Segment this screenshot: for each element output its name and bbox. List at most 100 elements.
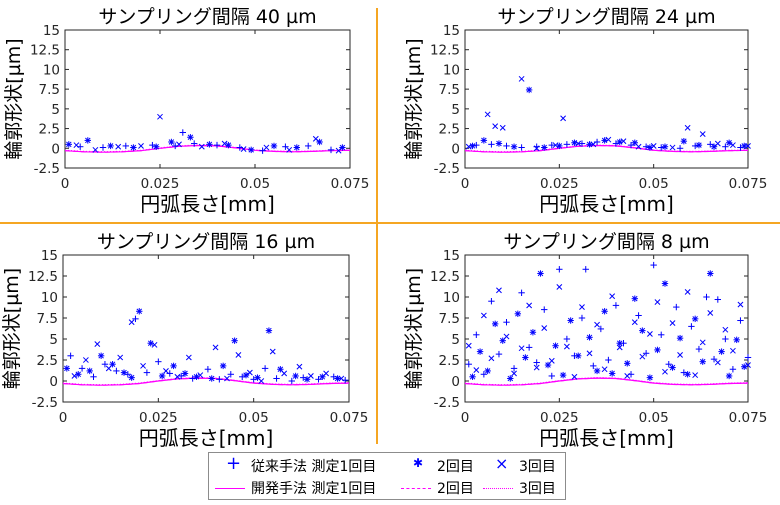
data-point-star bbox=[136, 308, 143, 315]
legend-label: 開発手法 測定1回目 bbox=[251, 481, 377, 497]
legend-item-conventional-1: 従来手法 測定1回目 bbox=[213, 453, 376, 477]
data-point-x bbox=[669, 144, 676, 151]
data-point-x bbox=[323, 370, 330, 377]
data-point-star bbox=[676, 334, 684, 342]
data-point-star bbox=[718, 348, 725, 355]
data-point-x bbox=[677, 352, 683, 358]
data-point-star bbox=[187, 134, 194, 141]
y-tick-label: 12.5 bbox=[30, 43, 60, 59]
chart-title: サンプリング間隔 8 µm bbox=[503, 231, 709, 253]
data-point-star bbox=[608, 370, 616, 377]
legend-item-developed-2: 2回目 bbox=[399, 477, 474, 499]
data-point-star bbox=[525, 86, 533, 94]
y-tick-label: 2.5 bbox=[439, 122, 460, 138]
data-point-plus bbox=[737, 317, 744, 324]
y-tick-label: -2.5 bbox=[434, 395, 460, 411]
data-point-x bbox=[221, 140, 228, 147]
data-point-x bbox=[631, 319, 638, 326]
star-marker-icon bbox=[399, 455, 437, 477]
data-point-plus bbox=[101, 361, 109, 368]
y-tick-label: 10 bbox=[43, 62, 60, 78]
data-point-x bbox=[635, 143, 642, 150]
data-point-plus bbox=[518, 144, 525, 151]
data-point-x bbox=[115, 143, 122, 150]
data-point-star bbox=[231, 337, 238, 344]
data-point-x bbox=[624, 373, 631, 379]
data-point-x bbox=[662, 368, 668, 375]
data-point-plus bbox=[650, 261, 657, 269]
data-point-star bbox=[153, 143, 160, 150]
y-tick-label: 10 bbox=[443, 290, 460, 306]
data-point-plus bbox=[642, 143, 650, 150]
data-point-plus bbox=[178, 372, 185, 380]
data-point-plus bbox=[676, 145, 684, 152]
data-point-x bbox=[128, 319, 135, 326]
data-point-x bbox=[269, 348, 276, 355]
x-tick-label: 0.05 bbox=[239, 410, 269, 426]
data-point-star bbox=[128, 374, 135, 381]
y-tick-label: 7.5 bbox=[439, 311, 460, 327]
data-point-x bbox=[639, 353, 646, 360]
data-point-x bbox=[518, 75, 525, 82]
x-tick-label: 0.025 bbox=[540, 176, 579, 192]
data-point-x bbox=[198, 143, 205, 150]
data-point-x bbox=[94, 341, 101, 347]
y-tick-label: 0 bbox=[451, 374, 460, 390]
x-tick-label: 0.025 bbox=[139, 410, 178, 426]
data-point-x bbox=[335, 147, 342, 154]
data-point-plus bbox=[90, 373, 97, 380]
data-point-star bbox=[654, 346, 661, 354]
series-line-solid bbox=[62, 377, 350, 386]
data-point-plus bbox=[305, 142, 312, 150]
data-point-x bbox=[499, 124, 506, 131]
legend-label: 3回目 bbox=[519, 481, 556, 497]
x-tick-label: 0 bbox=[59, 410, 68, 426]
x-axis-label: 円弧長さ[mm] bbox=[140, 192, 275, 216]
data-point-x bbox=[138, 143, 144, 149]
data-point-x bbox=[556, 284, 563, 290]
data-point-plus bbox=[582, 266, 589, 273]
data-point-star bbox=[695, 141, 703, 149]
data-point-star bbox=[147, 340, 154, 347]
data-point-plus bbox=[729, 366, 737, 373]
data-point-plus bbox=[703, 293, 710, 301]
y-tick-label: 15 bbox=[43, 23, 60, 39]
data-point-star bbox=[522, 354, 529, 361]
data-point-plus bbox=[556, 266, 563, 273]
data-point-plus bbox=[722, 143, 729, 150]
data-point-star bbox=[303, 376, 311, 383]
data-point-x bbox=[151, 341, 158, 348]
data-point-x bbox=[157, 113, 163, 120]
data-point-plus bbox=[563, 335, 571, 343]
y-axis-label: 輪郭形状[µm] bbox=[1, 268, 23, 389]
data-point-x bbox=[669, 320, 676, 326]
data-point-star bbox=[669, 364, 676, 371]
y-tick-label: 10 bbox=[41, 290, 58, 306]
y-tick-label: -2.5 bbox=[434, 161, 460, 177]
data-point-x bbox=[707, 310, 714, 316]
data-point-plus bbox=[155, 358, 162, 365]
data-point-star bbox=[510, 143, 518, 150]
data-point-x bbox=[616, 344, 623, 351]
x-tick-label: 0.05 bbox=[639, 410, 669, 426]
data-point-x bbox=[465, 143, 472, 150]
data-point-star bbox=[529, 329, 537, 336]
data-point-x bbox=[212, 344, 219, 351]
data-point-x bbox=[745, 362, 751, 368]
data-point-x bbox=[552, 142, 559, 149]
solid-line-icon bbox=[213, 477, 251, 499]
data-point-x bbox=[605, 136, 612, 143]
y-tick-label: 15 bbox=[443, 248, 460, 264]
data-point-plus bbox=[510, 365, 518, 372]
data-point-star bbox=[480, 137, 488, 144]
data-point-plus bbox=[488, 298, 495, 305]
x-tick-label: 0.05 bbox=[639, 176, 669, 192]
data-point-x bbox=[571, 373, 578, 380]
data-point-star bbox=[624, 360, 631, 367]
data-point-plus bbox=[78, 365, 86, 372]
data-point-x bbox=[620, 138, 627, 145]
y-tick-label: 0 bbox=[451, 141, 460, 157]
legend-item-developed-3: 3回目 bbox=[481, 477, 556, 499]
